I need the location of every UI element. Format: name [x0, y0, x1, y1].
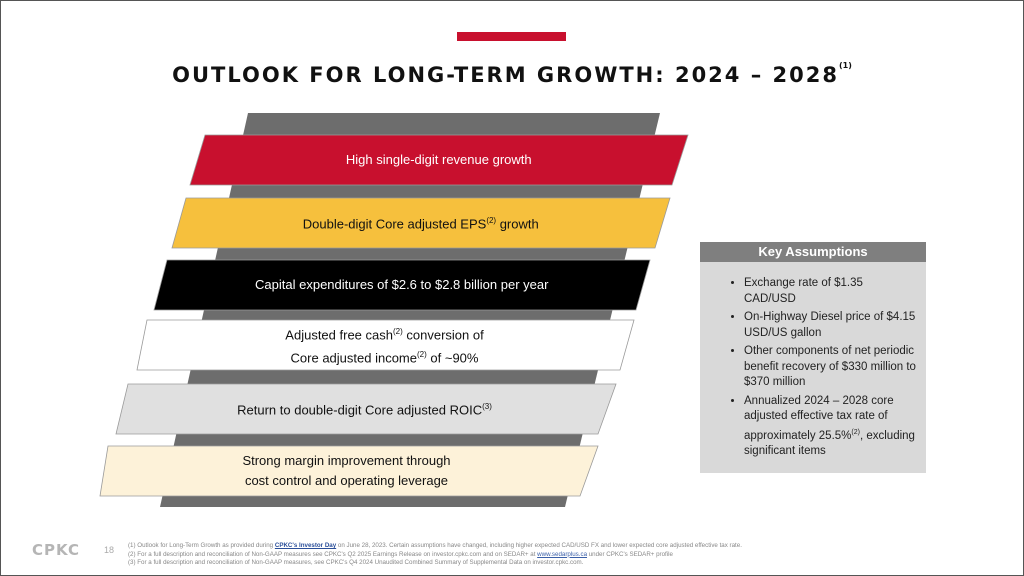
outlook-band-shape — [136, 319, 635, 371]
band-label: High single-digit revenue growth — [345, 152, 532, 167]
band-line: Return to double-digit Core adjusted ROI… — [237, 397, 492, 420]
sedar-link[interactable]: www.sedarplus.ca — [537, 550, 588, 558]
footnote-text: under CPKC's SEDAR+ profile — [587, 550, 673, 558]
band-line: Capital expenditures of $2.6 to $2.8 bil… — [255, 275, 548, 295]
key-assumptions-heading: Key Assumptions — [700, 242, 926, 262]
list-item: On-Highway Diesel price of $4.15 USD/US … — [744, 310, 916, 341]
band-label: Adjusted free cash — [285, 327, 393, 342]
cpkc-logo: CPKC — [32, 541, 80, 559]
title-text: OUTLOOK FOR LONG-TERM GROWTH: 2024 – 202… — [172, 63, 839, 87]
key-assumptions-panel: Key Assumptions Exchange rate of $1.35 C… — [700, 242, 926, 473]
band-label: Strong margin improvement through — [242, 453, 451, 468]
outlook-band-shape — [115, 383, 617, 435]
footnote-ref: (2) — [392, 326, 403, 336]
outlook-band-text: Adjusted free cash(2) conversion of Core … — [142, 320, 627, 370]
band-line: High single-digit revenue growth — [346, 150, 532, 170]
item-text: Annualized 2024 – 2028 core adjusted eff… — [744, 394, 894, 442]
footnote-2: (2) For a full description and reconcili… — [128, 551, 742, 560]
outlook-band-shape — [99, 445, 599, 497]
page-number: 18 — [104, 545, 115, 555]
outlook-band-text: High single-digit revenue growth — [198, 135, 681, 185]
band-line: Adjusted free cash(2) conversion of — [285, 322, 483, 345]
footnote-ref: (2) — [417, 350, 427, 359]
footnote-1: (1) Outlook for Long-Term Growth as prov… — [128, 542, 742, 551]
band-label: cost control and operating leverage — [244, 473, 449, 488]
band-label: Return to double-digit Core adjusted ROI… — [237, 402, 483, 418]
outlook-band-text: Double-digit Core adjusted EPS(2) growth — [179, 198, 663, 248]
assumptions-list: Exchange rate of $1.35 CAD/USD On-Highwa… — [700, 276, 926, 459]
footnote-text: (1) Outlook for Long-Term Growth as prov… — [128, 542, 275, 549]
accent-bar — [457, 32, 566, 41]
band-label: Core adjusted income — [290, 350, 417, 366]
outlook-band-shape — [189, 134, 689, 186]
footnote-text: on June 28, 2023. Certain assumptions ha… — [336, 542, 742, 549]
footnote-ref: (2) — [486, 216, 497, 226]
page-title: OUTLOOK FOR LONG-TERM GROWTH: 2024 – 202… — [0, 61, 1024, 87]
outlook-band-text: Return to double-digit Core adjusted ROI… — [122, 384, 607, 434]
item-text: , excluding significant items — [744, 429, 915, 457]
footnote-ref: (2) — [851, 428, 860, 436]
band-line: cost control and operating leverage — [245, 471, 448, 491]
list-item: Other components of net periodic benefit… — [744, 344, 916, 391]
band-line: Core adjusted income(2) of ~90% — [291, 345, 479, 368]
band-label: Double-digit Core adjusted EPS — [302, 216, 487, 232]
outlook-band-shape — [153, 259, 651, 311]
footnote-text: (3) For a full description and reconcili… — [128, 559, 584, 567]
title-footnote: (1) — [838, 61, 852, 70]
band-label: of ~90% — [426, 350, 479, 366]
band-label: conversion of — [402, 327, 484, 342]
band-label: growth — [496, 216, 539, 232]
list-item: Annualized 2024 – 2028 core adjusted eff… — [744, 394, 916, 460]
footnotes: (1) Outlook for Long-Term Growth as prov… — [128, 542, 742, 568]
footnote-text: (2) For a full description and reconcili… — [128, 550, 538, 558]
footnote-ref: (3) — [482, 402, 492, 412]
band-line: Double-digit Core adjusted EPS(2) growth — [303, 211, 539, 234]
outlook-band-text: Strong margin improvement through cost co… — [104, 446, 589, 496]
outlook-band-shape — [171, 197, 671, 249]
list-item: Exchange rate of $1.35 CAD/USD — [744, 276, 916, 307]
outlook-band-text: Capital expenditures of $2.6 to $2.8 bil… — [161, 260, 644, 310]
footnote-3: (3) For a full description and reconcili… — [128, 559, 742, 568]
band-label: Capital expenditures of $2.6 to $2.8 bil… — [255, 277, 549, 292]
investor-day-link[interactable]: CPKC's Investor Day — [274, 542, 337, 549]
band-line: Strong margin improvement through — [242, 451, 450, 471]
